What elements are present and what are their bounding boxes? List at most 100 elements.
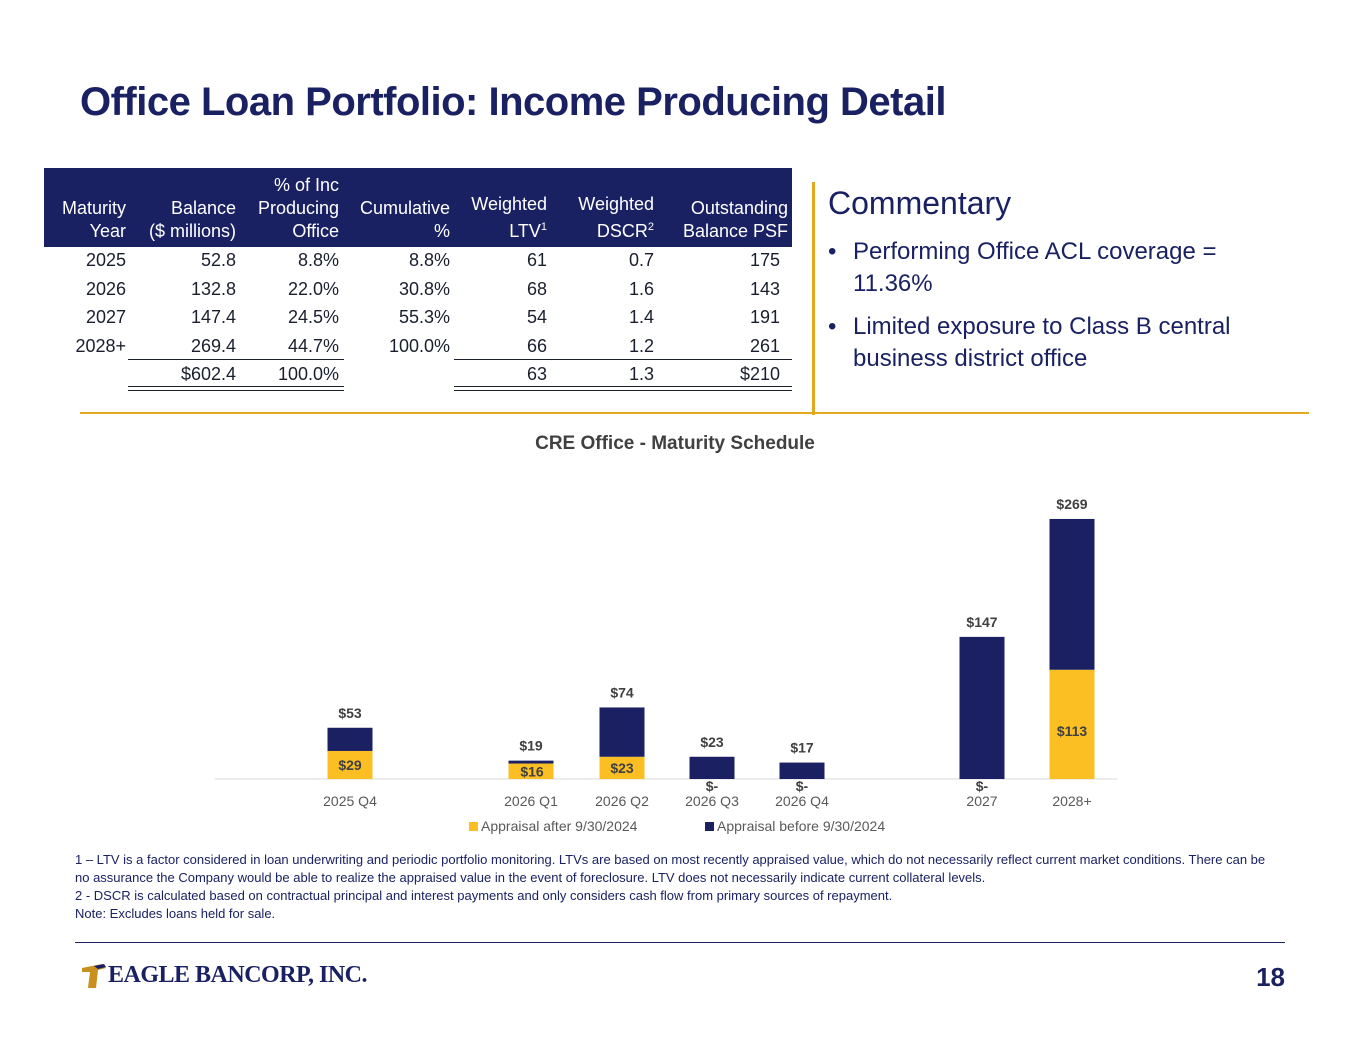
table-cell: 54: [526, 307, 547, 327]
data-label-after: $-: [796, 778, 809, 794]
table-cell: 2025: [85, 250, 126, 270]
table-cell: 8.8%: [408, 250, 450, 270]
table-cell: 0.7: [628, 250, 654, 270]
table-header: Maturity Year Balance ($ millions) % of In…: [44, 168, 792, 247]
data-label-after: $16: [520, 763, 544, 779]
bar-appraisal-after: [599, 756, 645, 779]
table-cell: 143: [749, 278, 780, 299]
bar-appraisal-before: [959, 636, 1005, 779]
data-label-total: $53: [338, 705, 362, 721]
table-cell: 22.0%: [287, 278, 339, 299]
eagle-icon: [82, 964, 106, 988]
table-cell: 2026: [85, 278, 126, 299]
table-cell: 1.2: [628, 335, 654, 356]
x-tick-label: 2025 Q4: [323, 793, 377, 809]
table-cell: 30.8%: [398, 278, 450, 299]
table-total-row: $602.4 100.0% 63 1.3 $210: [44, 361, 792, 390]
data-label-total: $19: [519, 738, 543, 754]
table-cell: 1.4: [628, 307, 654, 327]
subtotal-rule-left: [128, 359, 344, 360]
bar-appraisal-after: [327, 750, 373, 779]
subtotal-rule-right: [454, 359, 792, 360]
x-tick-label: 2026 Q1: [504, 793, 558, 809]
table-cell: 132.8: [190, 278, 236, 299]
legend-swatch-after: [469, 822, 478, 831]
table-cell: 100.0%: [277, 364, 339, 384]
table-cell: 2028+: [75, 335, 126, 356]
horizontal-divider: [80, 412, 1309, 414]
logo-text: EAGLE BANCORP, INC.: [108, 962, 368, 988]
chart-svg: CRE Office - Maturity Schedule $29 $53 2025…: [215, 433, 1117, 834]
table-cell: 1.3: [628, 364, 654, 384]
data-label-total: $269: [1056, 496, 1087, 512]
data-label-after: $23: [610, 760, 634, 776]
page-number: 18: [1256, 962, 1285, 992]
table-cell: 2027: [85, 307, 126, 327]
footnote-dscr: 2 - DSCR is calculated based on contract…: [75, 888, 893, 903]
table-cell: 68: [526, 278, 547, 299]
col-header-maturity-year: Maturity Year: [61, 198, 126, 241]
page-title: Office Loan Portfolio: Income Producing …: [80, 80, 946, 124]
table-cell: 52.8: [200, 250, 236, 270]
x-tick-label: 2026 Q2: [595, 793, 649, 809]
table-cell: 63: [526, 364, 547, 384]
table-row: 2026 132.8 22.0% 30.8% 68 1.6 143: [44, 276, 792, 305]
footnote-exclusion: Note: Excludes loans held for sale.: [75, 906, 276, 921]
total-rule-right: [454, 386, 792, 391]
bullet-dot: •: [828, 238, 837, 265]
footer-rule: [75, 942, 1285, 943]
table-cell: 55.3%: [398, 307, 450, 327]
company-logo: EAGLE BANCORP, INC.: [80, 960, 368, 992]
bullet-dot: •: [828, 313, 837, 340]
data-label-after: $-: [706, 778, 719, 794]
bar-appraisal-after: [1049, 669, 1095, 779]
x-tick-label: 2027: [966, 793, 997, 809]
table-cell: 100.0%: [388, 335, 450, 356]
legend-label-before: Appraisal before 9/30/2024: [717, 818, 885, 834]
vertical-divider: [812, 182, 815, 415]
table-cell: 261: [749, 335, 780, 356]
data-label-after: $-: [976, 778, 989, 794]
data-label-total: $147: [966, 614, 997, 630]
table-cell: 61: [526, 250, 547, 270]
col-header-balance-psf: Outstanding Balance PSF: [682, 198, 788, 241]
bar-appraisal-before: [1049, 518, 1095, 670]
maturity-table: Maturity Year Balance ($ millions) % of In…: [44, 168, 792, 391]
maturity-chart: CRE Office - Maturity Schedule $29 $53 2025…: [0, 420, 1365, 850]
x-tick-label: 2026 Q3: [685, 793, 739, 809]
data-label-after: $113: [1057, 723, 1088, 739]
table-cell: 24.5%: [287, 307, 339, 327]
data-label-total: $74: [610, 684, 634, 700]
chart-title: CRE Office - Maturity Schedule: [535, 433, 815, 454]
bar-appraisal-before: [599, 707, 645, 757]
x-tick-label: 2028+: [1052, 793, 1091, 809]
table-row: 2027 147.4 24.5% 55.3% 54 1.4 191: [44, 304, 792, 333]
footnotes: 1 – LTV is a factor considered in loan u…: [75, 851, 1275, 923]
total-rule-left: [128, 386, 344, 391]
commentary-title: Commentary: [828, 185, 1012, 221]
col-header-pct-office: % of Inc Producing Office: [257, 175, 339, 241]
table-cell: $602.4: [180, 364, 236, 384]
table-cell: $210: [739, 364, 780, 384]
x-tick-label: 2026 Q4: [775, 793, 829, 809]
col-header-cumulative: Cumulative%: [359, 198, 450, 241]
col-header-ltv: Weighted LTV1: [471, 194, 547, 241]
bar-appraisal-before: [779, 762, 825, 779]
table-cell: 1.6: [628, 278, 654, 299]
table-cell: 66: [526, 335, 547, 356]
table-cell: 44.7%: [287, 335, 339, 356]
legend-swatch-before: [705, 822, 714, 831]
data-label-after: $29: [338, 757, 362, 773]
table-cell: 147.4: [190, 307, 236, 327]
table-row: 2028+ 269.4 44.7% 100.0% 66 1.2 261: [44, 333, 792, 362]
table-cell: 191: [749, 307, 780, 327]
table-row: 2025 52.8 8.8% 8.8% 61 0.7 175: [44, 247, 792, 276]
bar-appraisal-before: [327, 727, 373, 751]
table-cell: 175: [749, 250, 780, 270]
data-label-total: $23: [700, 734, 724, 750]
bar-appraisal-before: [689, 756, 735, 779]
col-header-dscr: Weighted DSCR2: [578, 194, 654, 241]
col-header-balance: Balance ($ millions): [148, 198, 236, 241]
bar-appraisal-after: [508, 763, 554, 779]
data-label-total: $17: [790, 740, 814, 756]
